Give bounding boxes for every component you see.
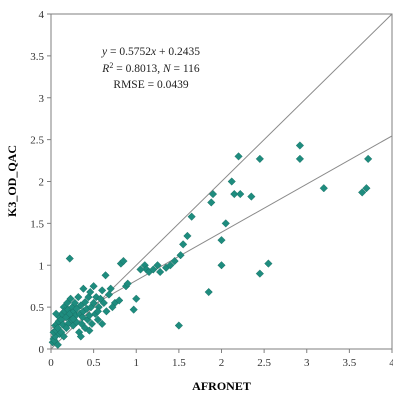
y-tick-label: 2.5: [30, 135, 44, 147]
y-tick-label: 0: [39, 344, 45, 356]
data-point: [87, 319, 97, 328]
regression-stats: R2 = 0.8013, N = 116: [101, 61, 200, 76]
data-point: [362, 184, 371, 193]
data-point: [86, 287, 95, 297]
data-point: [93, 307, 102, 316]
data-point: [81, 298, 90, 307]
data-point: [69, 314, 78, 323]
x-tick-label: 2.5: [257, 357, 271, 369]
data-point: [221, 219, 230, 228]
data-point: [98, 286, 107, 295]
y-tick-label: 0.5: [30, 302, 44, 314]
data-point: [208, 189, 218, 199]
data-point: [204, 287, 213, 297]
data-point: [62, 323, 71, 333]
data-point: [65, 254, 74, 263]
data-point: [108, 303, 117, 312]
data-point: [79, 284, 88, 293]
y-tick-label: 4: [39, 9, 45, 21]
data-point: [101, 271, 110, 280]
data-point: [153, 261, 162, 270]
data-point: [166, 261, 175, 270]
rmse-label: RMSE = 0.0439: [113, 79, 188, 91]
data-point: [264, 259, 273, 268]
data-point: [176, 251, 185, 260]
data-point: [247, 192, 256, 201]
regression-equation: y = 0.5752x + 0.2435: [101, 46, 200, 58]
data-point: [295, 141, 305, 150]
data-point: [255, 154, 264, 163]
x-tick-label: 0: [48, 357, 54, 369]
data-point: [53, 340, 62, 349]
x-tick-label: 3: [304, 357, 310, 369]
data-point: [179, 240, 188, 249]
x-tick-label: 0.5: [87, 357, 101, 369]
data-point: [98, 319, 107, 328]
data-point: [364, 154, 373, 163]
data-point: [319, 184, 328, 193]
data-point: [230, 189, 239, 199]
points-layer: [48, 141, 373, 349]
data-point: [52, 309, 61, 318]
data-point: [174, 321, 183, 330]
x-ticks: 0 0.5 1 1.5 2 2.5 3 3.5 4: [48, 349, 393, 369]
y-tick-label: 3.5: [30, 51, 44, 63]
data-point: [136, 265, 145, 274]
data-point: [170, 256, 179, 266]
x-tick-label: 1.5: [172, 357, 186, 369]
x-tick-label: 1: [134, 357, 140, 369]
y-tick-label: 3: [39, 93, 45, 105]
data-point: [358, 188, 367, 197]
data-point: [119, 256, 128, 266]
data-point: [115, 296, 124, 305]
data-point: [236, 189, 245, 199]
data-point: [187, 212, 196, 221]
y-tick-label: 1.5: [30, 218, 44, 230]
data-point: [76, 332, 85, 341]
data-point: [59, 332, 68, 341]
x-tick-label: 4: [389, 357, 393, 369]
data-point: [104, 290, 114, 299]
data-point: [102, 307, 111, 316]
data-point: [217, 236, 226, 245]
data-point: [85, 326, 94, 335]
x-tick-label: 2: [219, 357, 225, 369]
data-point: [78, 313, 87, 322]
data-point: [89, 282, 98, 291]
data-point: [207, 198, 216, 207]
x-axis-title: AFRONET: [192, 379, 251, 393]
data-point: [74, 292, 83, 302]
data-point: [227, 177, 236, 186]
y-tick-label: 2: [39, 177, 45, 189]
y-tick-label: 1: [39, 260, 45, 272]
x-tick-label: 3.5: [343, 357, 357, 369]
data-point: [84, 292, 93, 302]
data-point: [129, 305, 138, 314]
data-point: [156, 267, 165, 277]
data-point: [295, 154, 305, 163]
data-point: [89, 298, 98, 308]
data-point: [234, 152, 243, 161]
y-ticks: 0 0.5 1 1.5 2 2.5 3 3.5 4: [30, 9, 51, 356]
data-point: [149, 265, 158, 274]
data-point: [66, 294, 75, 303]
data-point: [106, 284, 115, 293]
data-point: [217, 261, 226, 270]
y-axis-title: K3_OD_QAC: [5, 145, 19, 217]
data-point: [255, 269, 264, 278]
data-point: [132, 294, 141, 303]
data-point: [99, 298, 108, 308]
data-point: [123, 279, 132, 288]
data-point: [93, 315, 102, 324]
data-point: [183, 231, 192, 241]
